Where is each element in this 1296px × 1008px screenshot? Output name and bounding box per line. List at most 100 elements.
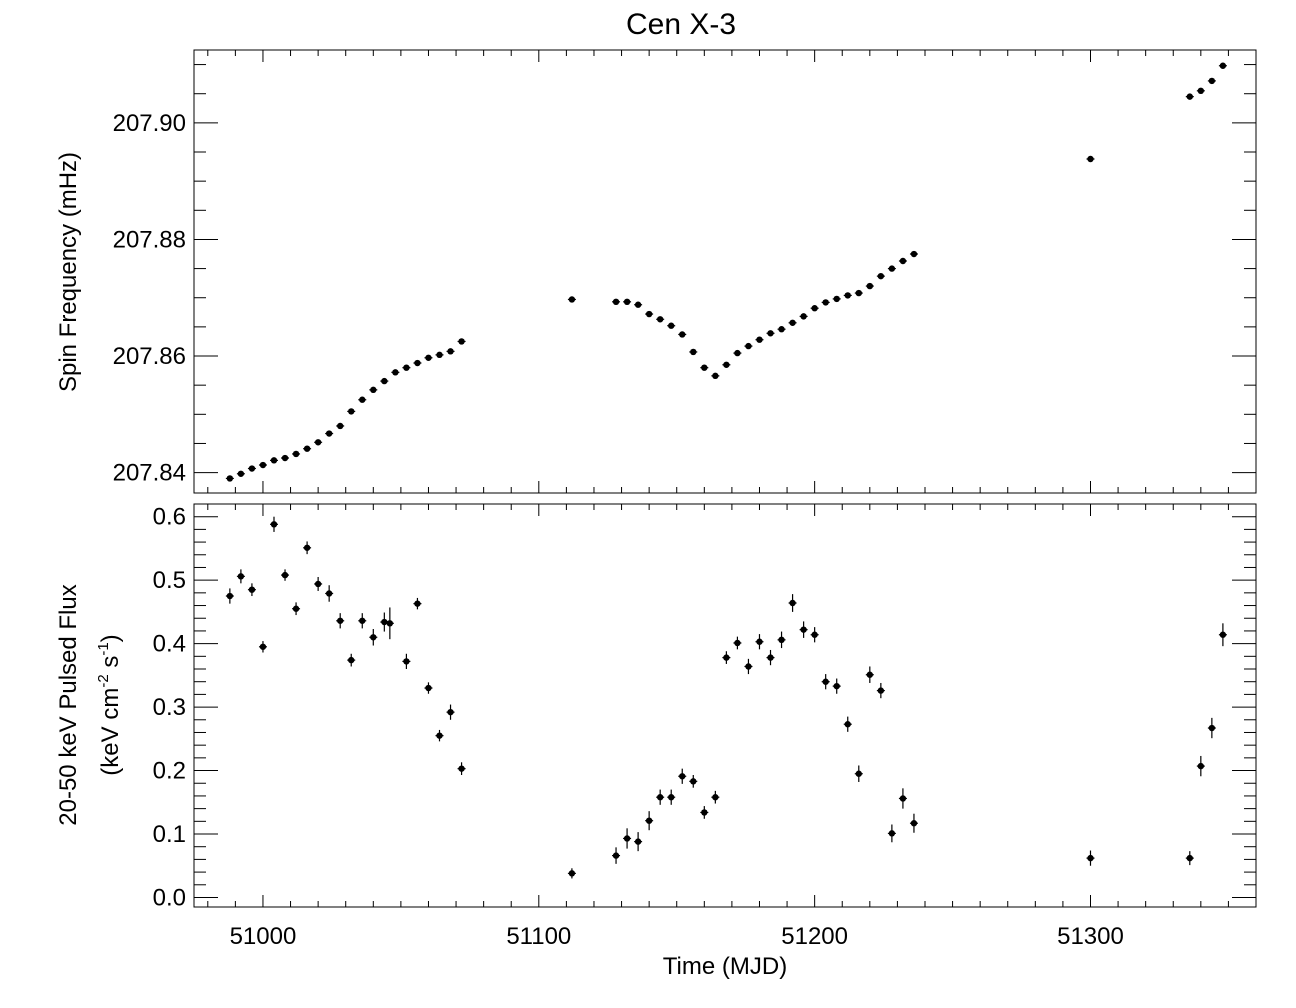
data-point (733, 349, 742, 357)
data-marker (237, 470, 245, 477)
data-marker (623, 298, 631, 306)
data-marker (359, 396, 366, 403)
spin-frequency-points (225, 62, 1227, 482)
data-point (424, 682, 433, 694)
data-marker (789, 599, 796, 607)
data-marker (336, 422, 344, 430)
data-point (347, 408, 356, 415)
data-point (656, 316, 665, 323)
data-point (645, 310, 654, 318)
data-marker (668, 794, 675, 801)
data-marker (447, 348, 454, 355)
data-marker (668, 322, 675, 329)
data-marker (259, 461, 267, 469)
data-point (777, 326, 786, 333)
data-marker (756, 638, 763, 645)
data-marker (403, 364, 410, 371)
data-point (402, 364, 411, 371)
data-marker (1186, 93, 1193, 100)
data-point (1218, 623, 1227, 647)
data-point (1185, 851, 1194, 866)
data-point (766, 330, 775, 337)
data-marker (877, 687, 885, 694)
data-point (799, 313, 808, 320)
data-marker (1208, 724, 1216, 732)
data-point (645, 811, 654, 831)
data-point (821, 299, 830, 306)
data-marker (899, 257, 907, 265)
data-marker (1087, 854, 1094, 862)
data-marker (1197, 87, 1205, 95)
data-marker (866, 671, 874, 678)
data-marker (789, 319, 796, 326)
data-point (700, 806, 709, 819)
data-point (1196, 87, 1205, 95)
bottom-y-axis-label: 20-50 keV Pulsed Flux (55, 584, 82, 825)
data-point (755, 336, 764, 343)
data-point (269, 457, 278, 464)
data-marker (645, 310, 653, 318)
data-point (876, 272, 885, 280)
y-tick-label: 0.1 (153, 821, 186, 848)
data-marker (778, 636, 785, 644)
x-tick-label: 51100 (506, 923, 571, 950)
data-point (865, 282, 874, 290)
data-point (347, 653, 356, 667)
data-marker (292, 605, 300, 612)
data-marker (568, 870, 576, 877)
unit-part-2: -2 (95, 674, 112, 687)
y-tick-label: 0.3 (153, 694, 186, 721)
y-tick-label: 207.84 (113, 460, 186, 487)
data-marker (381, 618, 388, 626)
data-point (755, 634, 764, 650)
pulsed-flux-points (225, 516, 1227, 879)
data-point (711, 790, 720, 804)
y-tick-label: 0.5 (153, 567, 186, 594)
data-marker (723, 654, 730, 661)
data-point (281, 454, 290, 462)
y-tick-label: 0.2 (153, 758, 186, 785)
data-marker (910, 820, 918, 827)
data-point (744, 658, 753, 675)
data-point (711, 372, 720, 380)
data-point (612, 847, 621, 864)
data-point (292, 602, 301, 616)
bottom-panel: 0.0 0.1 0.2 0.3 0.4 0.5 0.6 51000 51100 51200 513… (55, 503, 1257, 950)
unit-part-1: (keV cm (97, 688, 124, 776)
top-panel-ticks (194, 50, 1257, 493)
data-point (303, 445, 312, 452)
data-point (314, 576, 323, 591)
data-marker (844, 721, 851, 728)
data-marker (690, 778, 697, 785)
data-marker (336, 617, 344, 624)
data-point (225, 588, 234, 604)
data-point (402, 653, 411, 670)
data-point (909, 250, 918, 258)
top-panel-frame (193, 49, 1257, 494)
data-marker (226, 592, 234, 600)
data-marker (910, 250, 918, 258)
data-marker (568, 296, 576, 303)
data-marker (800, 626, 807, 633)
y-tick-label: 207.88 (113, 226, 186, 253)
data-marker (370, 386, 377, 394)
data-point (612, 298, 621, 306)
data-point (678, 331, 687, 338)
data-marker (270, 521, 278, 528)
chart-title: Cen X-3 (626, 8, 736, 41)
unit-part-4: -1 (95, 642, 112, 655)
data-point (358, 613, 367, 629)
data-point (898, 788, 907, 809)
data-point (457, 338, 466, 345)
data-marker (392, 369, 399, 376)
data-marker (1208, 77, 1216, 85)
data-marker (656, 316, 664, 323)
data-point (424, 354, 433, 361)
data-marker (359, 617, 366, 624)
data-marker (270, 457, 278, 464)
data-marker (447, 708, 454, 716)
data-point (634, 301, 643, 308)
data-marker (811, 631, 818, 638)
data-marker (348, 408, 355, 415)
